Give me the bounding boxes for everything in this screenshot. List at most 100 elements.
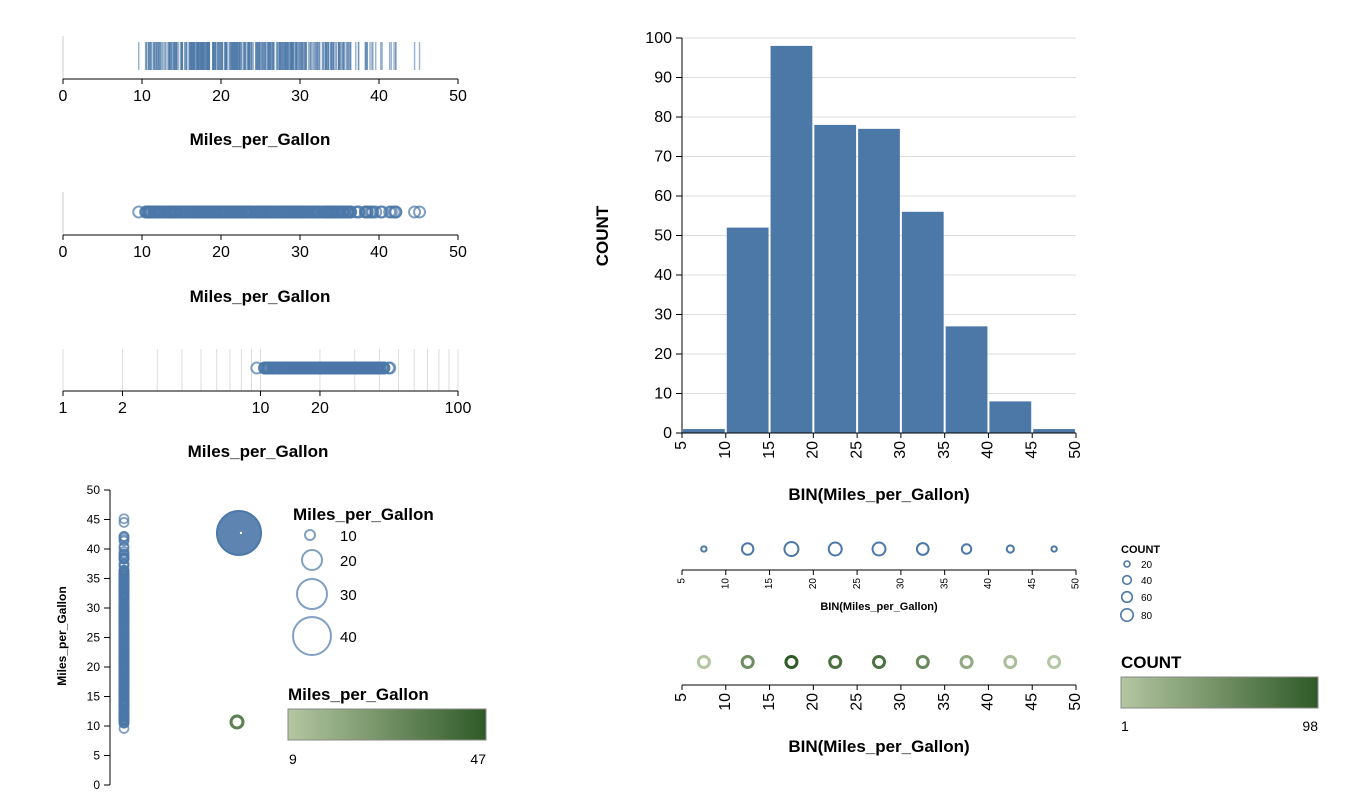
x-axis-title: BIN(Miles_per_Gallon)	[820, 601, 938, 613]
x-tick-label: 40	[370, 88, 388, 105]
strip-tick-chart: 0 10 20 30 40 50 Miles_per_Gallon	[59, 36, 467, 149]
binned-size-point	[740, 542, 755, 556]
point-mark	[232, 205, 246, 219]
point-mark	[118, 585, 130, 597]
binned-size-chart: 5 10 15 20 25 30 35 40 45 50 BIN(Miles_per_Gallon…	[677, 541, 1160, 622]
point-mark	[358, 205, 372, 219]
size-legend-label: 40	[1141, 576, 1153, 587]
point-mark	[296, 205, 310, 219]
x-tick-label: 5	[673, 693, 690, 702]
color-legend-gradient	[1120, 676, 1319, 709]
x-tick-label: 40	[370, 244, 388, 261]
vertical-strip-chart: Miles_per_Gallon 0 5 10 15 20 25 30 35 40 45 50	[55, 483, 130, 792]
x-tick-label: 25	[852, 578, 863, 590]
y-tick-label: 50	[87, 483, 101, 497]
x-tick-label: 10	[717, 441, 734, 459]
point-mark	[202, 205, 216, 219]
count-size-legend: 20 40 60 80	[1120, 560, 1153, 622]
point-mark	[281, 205, 295, 219]
point-mark	[383, 361, 397, 375]
strip-log-marks	[250, 361, 397, 375]
x-tick-label: 100	[445, 400, 472, 417]
binned-size-point	[700, 545, 708, 553]
point-mark	[255, 205, 269, 219]
x-tick-label: 0	[59, 88, 68, 105]
x-tick-label: 45	[1023, 441, 1040, 459]
x-tick-label: 2	[118, 400, 127, 417]
x-axis-ticks: 0 10 20 30 40 50	[59, 235, 467, 261]
point-mark	[175, 205, 189, 219]
x-tick-label: 10	[133, 88, 151, 105]
x-tick-label: 30	[892, 693, 909, 711]
x-tick-label: 25	[848, 441, 865, 459]
x-tick-label: 0	[59, 244, 68, 261]
point-mark	[163, 205, 177, 219]
y-tick-label: 50	[654, 228, 672, 245]
point-mark	[303, 205, 317, 219]
x-tick-label: 30	[896, 578, 907, 590]
point-mark	[273, 205, 287, 219]
x-tick-label: 45	[1023, 693, 1040, 711]
y-tick-label: 40	[87, 542, 101, 556]
histogram-bar	[989, 401, 1032, 433]
y-tick-label: 40	[654, 267, 672, 284]
x-tick-label: 50	[1067, 693, 1084, 711]
strip-point-marks	[62, 192, 427, 235]
histogram-bar	[770, 45, 813, 434]
size-legend-symbol	[1120, 607, 1135, 622]
size-legend-label: 30	[340, 587, 357, 604]
x-axis-title: BIN(Miles_per_Gallon)	[788, 737, 969, 756]
point-mark	[374, 205, 388, 219]
y-tick-label: 20	[654, 346, 672, 363]
binned-size-point	[960, 543, 973, 555]
size-legend-symbol	[292, 616, 332, 656]
color-legend-title: COUNT	[1121, 653, 1182, 672]
binned-color-point	[1047, 655, 1062, 669]
binned-color-point	[740, 655, 755, 669]
x-tick-label: 20	[311, 400, 329, 417]
aggregate-point-center	[239, 531, 243, 535]
point-mark	[333, 205, 347, 219]
x-axis-title: Miles_per_Gallon	[188, 442, 329, 461]
y-tick-label: 10	[87, 719, 101, 733]
vertical-strip-marks	[118, 513, 130, 734]
y-tick-label: 90	[654, 70, 672, 87]
point-mark	[315, 205, 329, 219]
point-mark	[179, 205, 193, 219]
y-tick-label: 60	[654, 188, 672, 205]
point-mark	[118, 660, 130, 672]
y-tick-label: 80	[654, 109, 672, 126]
binned-color-point	[872, 655, 886, 669]
x-tick-label: 35	[936, 441, 953, 459]
y-tick-label: 15	[87, 690, 101, 704]
x-tick-label: 10	[133, 244, 151, 261]
x-tick-label: 1	[59, 400, 68, 417]
size-legend-label: 20	[1141, 560, 1153, 571]
color-legend-min: 9	[289, 751, 297, 767]
binned-color-chart: 5 10 15 20 25 30 35 40 45 50 BIN(Miles_per_Gallon…	[673, 653, 1319, 756]
histogram-chart: 0 10 20 30 40 50 60 70 80 90 100 5 10 15 20 25 30 35 40 45…	[593, 30, 1084, 504]
histogram-bars	[683, 45, 1075, 434]
y-tick-label: 10	[654, 386, 672, 403]
x-tick-label: 5	[677, 578, 688, 584]
point-mark	[158, 205, 172, 219]
point-mark	[118, 687, 130, 699]
x-tick-label: 20	[212, 244, 230, 261]
size-legend-symbol	[301, 549, 323, 571]
strip-point-chart: 0 10 20 30 40 50 Miles_per_Gallon	[59, 192, 467, 306]
binned-color-point	[959, 655, 974, 669]
point-mark	[139, 205, 153, 219]
size-legend-label: 20	[340, 553, 357, 570]
binned-color-points	[696, 655, 1062, 669]
histogram-bar	[901, 211, 944, 433]
point-mark	[118, 641, 130, 653]
y-tick-label: 30	[87, 601, 101, 615]
point-mark	[118, 542, 130, 554]
log-grid-lines	[62, 349, 459, 391]
strip-log-chart: 1 2 10 20 100 Miles_per_Gallon	[59, 349, 472, 461]
point-mark	[118, 531, 130, 542]
x-axis-ticks: 5 10 15 20 25 30 35 40 45 50	[673, 685, 1084, 711]
size-legend-title: COUNT	[1121, 544, 1160, 556]
point-mark	[118, 513, 130, 525]
aggregate-point	[229, 714, 245, 730]
